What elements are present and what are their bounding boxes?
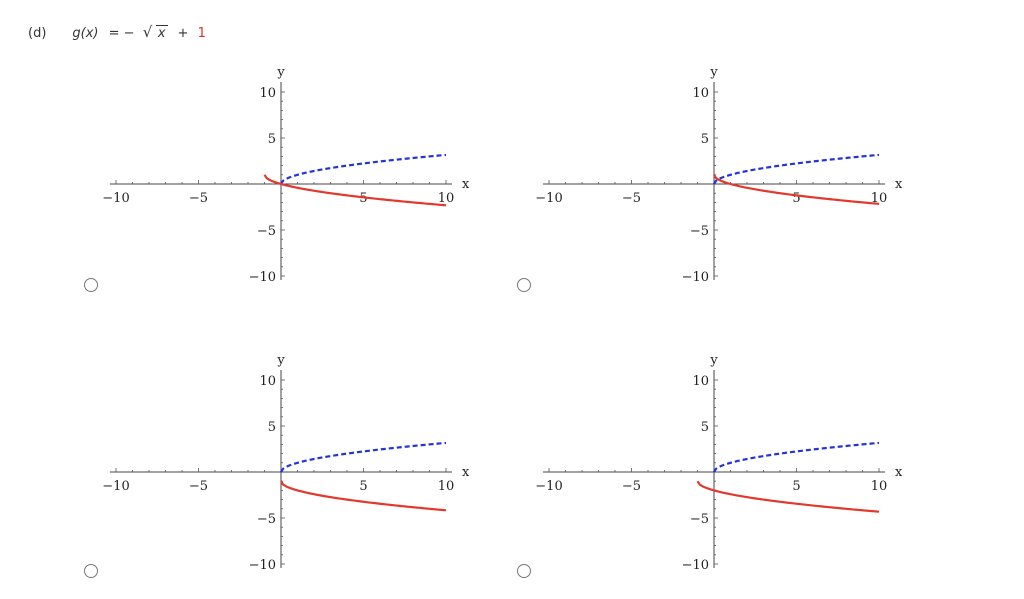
y-tick-label: −5 <box>257 512 276 527</box>
y-axis-label: y <box>709 65 718 80</box>
x-tick-label: 10 <box>871 191 888 206</box>
x-tick-label: −5 <box>622 479 641 494</box>
transformed-curve <box>263 174 447 207</box>
y-tick-label: 5 <box>701 420 709 435</box>
y-axis-label: y <box>276 353 285 368</box>
y-tick-label: 10 <box>259 86 276 101</box>
x-tick-label: 10 <box>871 479 888 494</box>
x-tick-label: 10 <box>438 479 455 494</box>
y-tick-label: −5 <box>690 224 709 239</box>
radio-button-option-1[interactable] <box>84 278 98 292</box>
x-tick-label: −10 <box>535 191 562 206</box>
square-root: √ x <box>142 23 169 41</box>
transformed-curve <box>280 480 447 512</box>
y-axis-label: y <box>709 353 718 368</box>
x-tick-label: 5 <box>359 479 367 494</box>
y-tick-label: −5 <box>257 224 276 239</box>
y-tick-label: −10 <box>682 270 709 285</box>
y-tick-label: 10 <box>692 86 709 101</box>
function-name: g(x) <box>72 26 99 41</box>
y-tick-label: −5 <box>690 512 709 527</box>
x-tick-label: −10 <box>102 479 129 494</box>
transformed-curve <box>713 174 880 205</box>
x-tick-label: −10 <box>102 191 129 206</box>
function-expression: g(x) = − √ x + 1 <box>72 23 206 41</box>
x-tick-label: −5 <box>189 479 208 494</box>
x-axis-label: x <box>895 465 903 480</box>
plus-sign: + <box>177 26 189 41</box>
x-tick-label: 10 <box>438 191 455 206</box>
reference-curve <box>713 441 880 473</box>
equals-sign: = − <box>108 26 135 41</box>
x-axis-label: x <box>895 177 903 192</box>
question-prompt: (d) g(x) = − √ x + 1 <box>28 23 206 41</box>
radical-sign-icon: √ <box>142 23 153 41</box>
y-tick-label: 10 <box>692 374 709 389</box>
y-tick-label: −10 <box>249 270 276 285</box>
constant-term: 1 <box>197 26 206 41</box>
y-tick-label: 5 <box>268 420 276 435</box>
x-tick-label: −5 <box>622 191 641 206</box>
x-tick-label: 5 <box>792 191 800 206</box>
transformed-curve <box>696 480 880 513</box>
x-tick-label: 5 <box>792 479 800 494</box>
x-tick-label: −10 <box>535 479 562 494</box>
radio-button-option-4[interactable] <box>517 564 531 578</box>
y-tick-label: 5 <box>701 132 709 147</box>
y-axis-label: y <box>276 65 285 80</box>
x-axis-label: x <box>462 177 470 192</box>
x-axis-label: x <box>462 465 470 480</box>
y-tick-label: −10 <box>249 558 276 573</box>
x-tick-label: 5 <box>359 191 367 206</box>
question-label: (d) <box>28 26 47 41</box>
x-tick-label: −5 <box>189 191 208 206</box>
radio-button-option-2[interactable] <box>517 278 531 292</box>
radicand: x <box>155 25 169 41</box>
y-tick-label: −10 <box>682 558 709 573</box>
y-tick-label: 5 <box>268 132 276 147</box>
radio-button-option-3[interactable] <box>84 564 98 578</box>
y-tick-label: 10 <box>259 374 276 389</box>
